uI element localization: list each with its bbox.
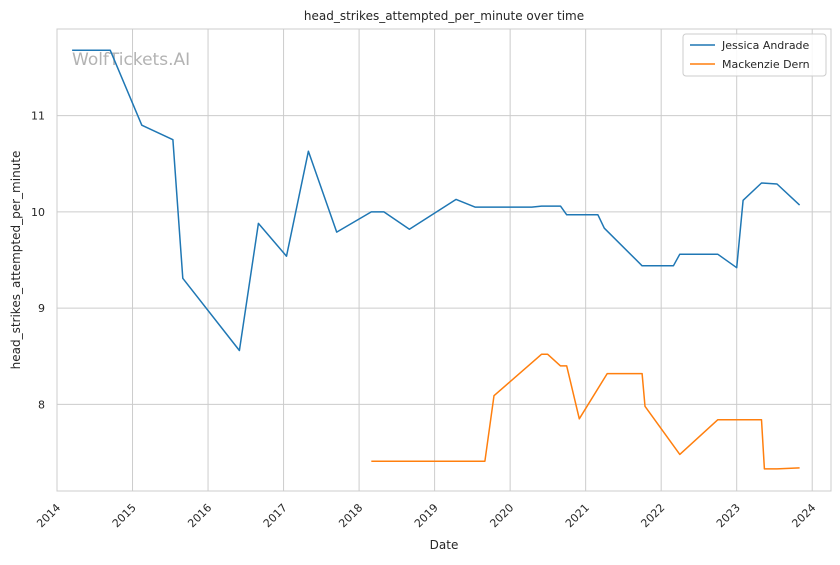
y-tick-label: 11 (31, 110, 45, 123)
legend: Jessica Andrade Mackenzie Dern (682, 33, 827, 77)
watermark: WolfTickets.AI (72, 50, 190, 70)
y-tick-label: 8 (38, 398, 45, 411)
x-tick-label: 2023 (714, 501, 743, 530)
x-tick-label: 2014 (34, 501, 63, 530)
x-tick-label: 2020 (487, 501, 516, 530)
y-tick-label: 9 (38, 302, 45, 315)
legend-box (682, 33, 827, 77)
series-line-jessica-andrade (72, 49, 801, 352)
x-tick-label: 2017 (261, 501, 290, 530)
chart-title: head_strikes_attempted_per_minute over t… (304, 9, 584, 23)
x-tick-label: 2015 (110, 501, 139, 530)
legend-label: Jessica Andrade (721, 39, 810, 52)
legend-label: Mackenzie Dern (722, 58, 810, 71)
x-tick-label: 2016 (185, 501, 214, 530)
x-axis-title: Date (430, 538, 459, 552)
y-tick-label: 10 (31, 206, 45, 219)
x-tick-label: 2024 (789, 501, 818, 530)
plot-area (57, 29, 831, 491)
x-tick-label: 2022 (638, 501, 667, 530)
plot-frame (56, 28, 832, 492)
series-line-mackenzie-dern (371, 353, 800, 470)
x-tick-label: 2019 (412, 501, 441, 530)
x-tick-label: 2021 (563, 501, 592, 530)
x-tick-label: 2018 (336, 501, 365, 530)
y-axis-title: head_strikes_attempted_per_minute (9, 151, 23, 370)
